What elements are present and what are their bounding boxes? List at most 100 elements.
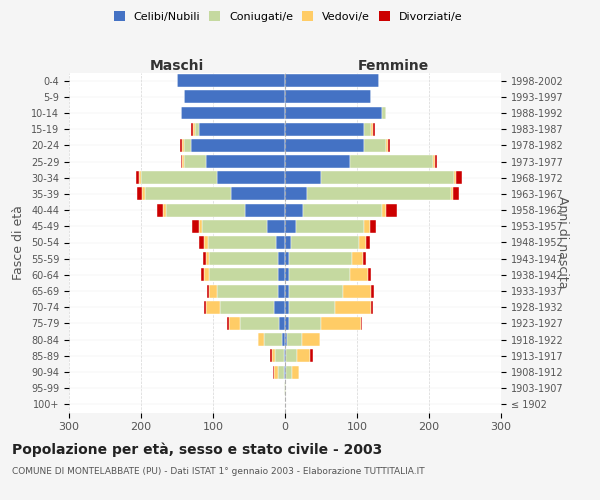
- Bar: [454, 172, 457, 184]
- Bar: [286, 366, 292, 378]
- Bar: [227, 317, 229, 330]
- Bar: [181, 155, 182, 168]
- Bar: [275, 350, 284, 362]
- Bar: [182, 139, 184, 152]
- Bar: [310, 350, 313, 362]
- Bar: [192, 220, 199, 233]
- Bar: [386, 204, 397, 216]
- Bar: [203, 268, 209, 281]
- Bar: [285, 74, 379, 87]
- Bar: [371, 122, 373, 136]
- Bar: [453, 188, 458, 200]
- Bar: [296, 220, 364, 233]
- Legend: Celibi/Nubili, Coniugati/e, Vedovi/e, Divorziati/e: Celibi/Nubili, Coniugati/e, Vedovi/e, Di…: [110, 8, 466, 25]
- Bar: [270, 350, 272, 362]
- Bar: [285, 382, 286, 394]
- Bar: [205, 236, 208, 249]
- Bar: [359, 236, 367, 249]
- Bar: [220, 301, 274, 314]
- Bar: [307, 188, 451, 200]
- Bar: [287, 333, 302, 346]
- Bar: [289, 284, 343, 298]
- Text: COMUNE DI MONTELABBATE (PU) - Dati ISTAT 1° gennaio 2003 - Elaborazione TUTTITAL: COMUNE DI MONTELABBATE (PU) - Dati ISTAT…: [12, 468, 425, 476]
- Bar: [203, 252, 206, 265]
- Bar: [257, 333, 259, 346]
- Bar: [163, 204, 166, 216]
- Bar: [278, 284, 285, 298]
- Bar: [285, 155, 350, 168]
- Bar: [193, 122, 195, 136]
- Bar: [285, 333, 287, 346]
- Bar: [195, 122, 199, 136]
- Bar: [199, 236, 205, 249]
- Bar: [184, 139, 191, 152]
- Bar: [361, 317, 362, 330]
- Bar: [142, 188, 145, 200]
- Bar: [184, 90, 285, 104]
- Bar: [368, 268, 371, 281]
- Bar: [145, 188, 231, 200]
- Bar: [274, 301, 285, 314]
- Bar: [137, 188, 142, 200]
- Bar: [297, 350, 310, 362]
- Bar: [209, 252, 278, 265]
- Bar: [136, 172, 139, 184]
- Bar: [272, 350, 275, 362]
- Bar: [286, 350, 297, 362]
- Bar: [382, 204, 386, 216]
- Bar: [285, 317, 289, 330]
- Bar: [181, 106, 285, 120]
- Bar: [352, 252, 363, 265]
- Bar: [267, 220, 285, 233]
- Bar: [205, 301, 206, 314]
- Bar: [177, 74, 285, 87]
- Bar: [433, 155, 435, 168]
- Bar: [191, 122, 193, 136]
- Bar: [231, 188, 285, 200]
- Bar: [285, 90, 371, 104]
- Bar: [363, 252, 367, 265]
- Bar: [206, 252, 209, 265]
- Bar: [284, 366, 285, 378]
- Bar: [209, 268, 278, 281]
- Bar: [386, 139, 388, 152]
- Bar: [157, 204, 163, 216]
- Bar: [278, 366, 284, 378]
- Y-axis label: Fasce di età: Fasce di età: [13, 205, 25, 280]
- Bar: [141, 172, 217, 184]
- Bar: [371, 301, 373, 314]
- Bar: [285, 350, 286, 362]
- Bar: [289, 301, 335, 314]
- Bar: [199, 220, 202, 233]
- Bar: [202, 268, 203, 281]
- Bar: [350, 268, 368, 281]
- Bar: [289, 268, 350, 281]
- Bar: [303, 204, 382, 216]
- Bar: [208, 236, 277, 249]
- Bar: [207, 284, 209, 298]
- Text: Maschi: Maschi: [150, 58, 204, 72]
- Bar: [259, 333, 264, 346]
- Bar: [289, 252, 352, 265]
- Bar: [285, 366, 286, 378]
- Bar: [229, 317, 239, 330]
- Bar: [285, 172, 321, 184]
- Bar: [367, 236, 370, 249]
- Bar: [371, 284, 374, 298]
- Bar: [274, 366, 278, 378]
- Bar: [321, 172, 454, 184]
- Bar: [184, 155, 206, 168]
- Bar: [279, 317, 285, 330]
- Bar: [285, 204, 303, 216]
- Bar: [182, 155, 184, 168]
- Bar: [343, 284, 371, 298]
- Bar: [451, 188, 453, 200]
- Bar: [292, 366, 299, 378]
- Bar: [321, 317, 361, 330]
- Bar: [202, 220, 267, 233]
- Bar: [180, 139, 182, 152]
- Bar: [285, 236, 291, 249]
- Bar: [335, 301, 371, 314]
- Bar: [373, 122, 375, 136]
- Bar: [302, 333, 320, 346]
